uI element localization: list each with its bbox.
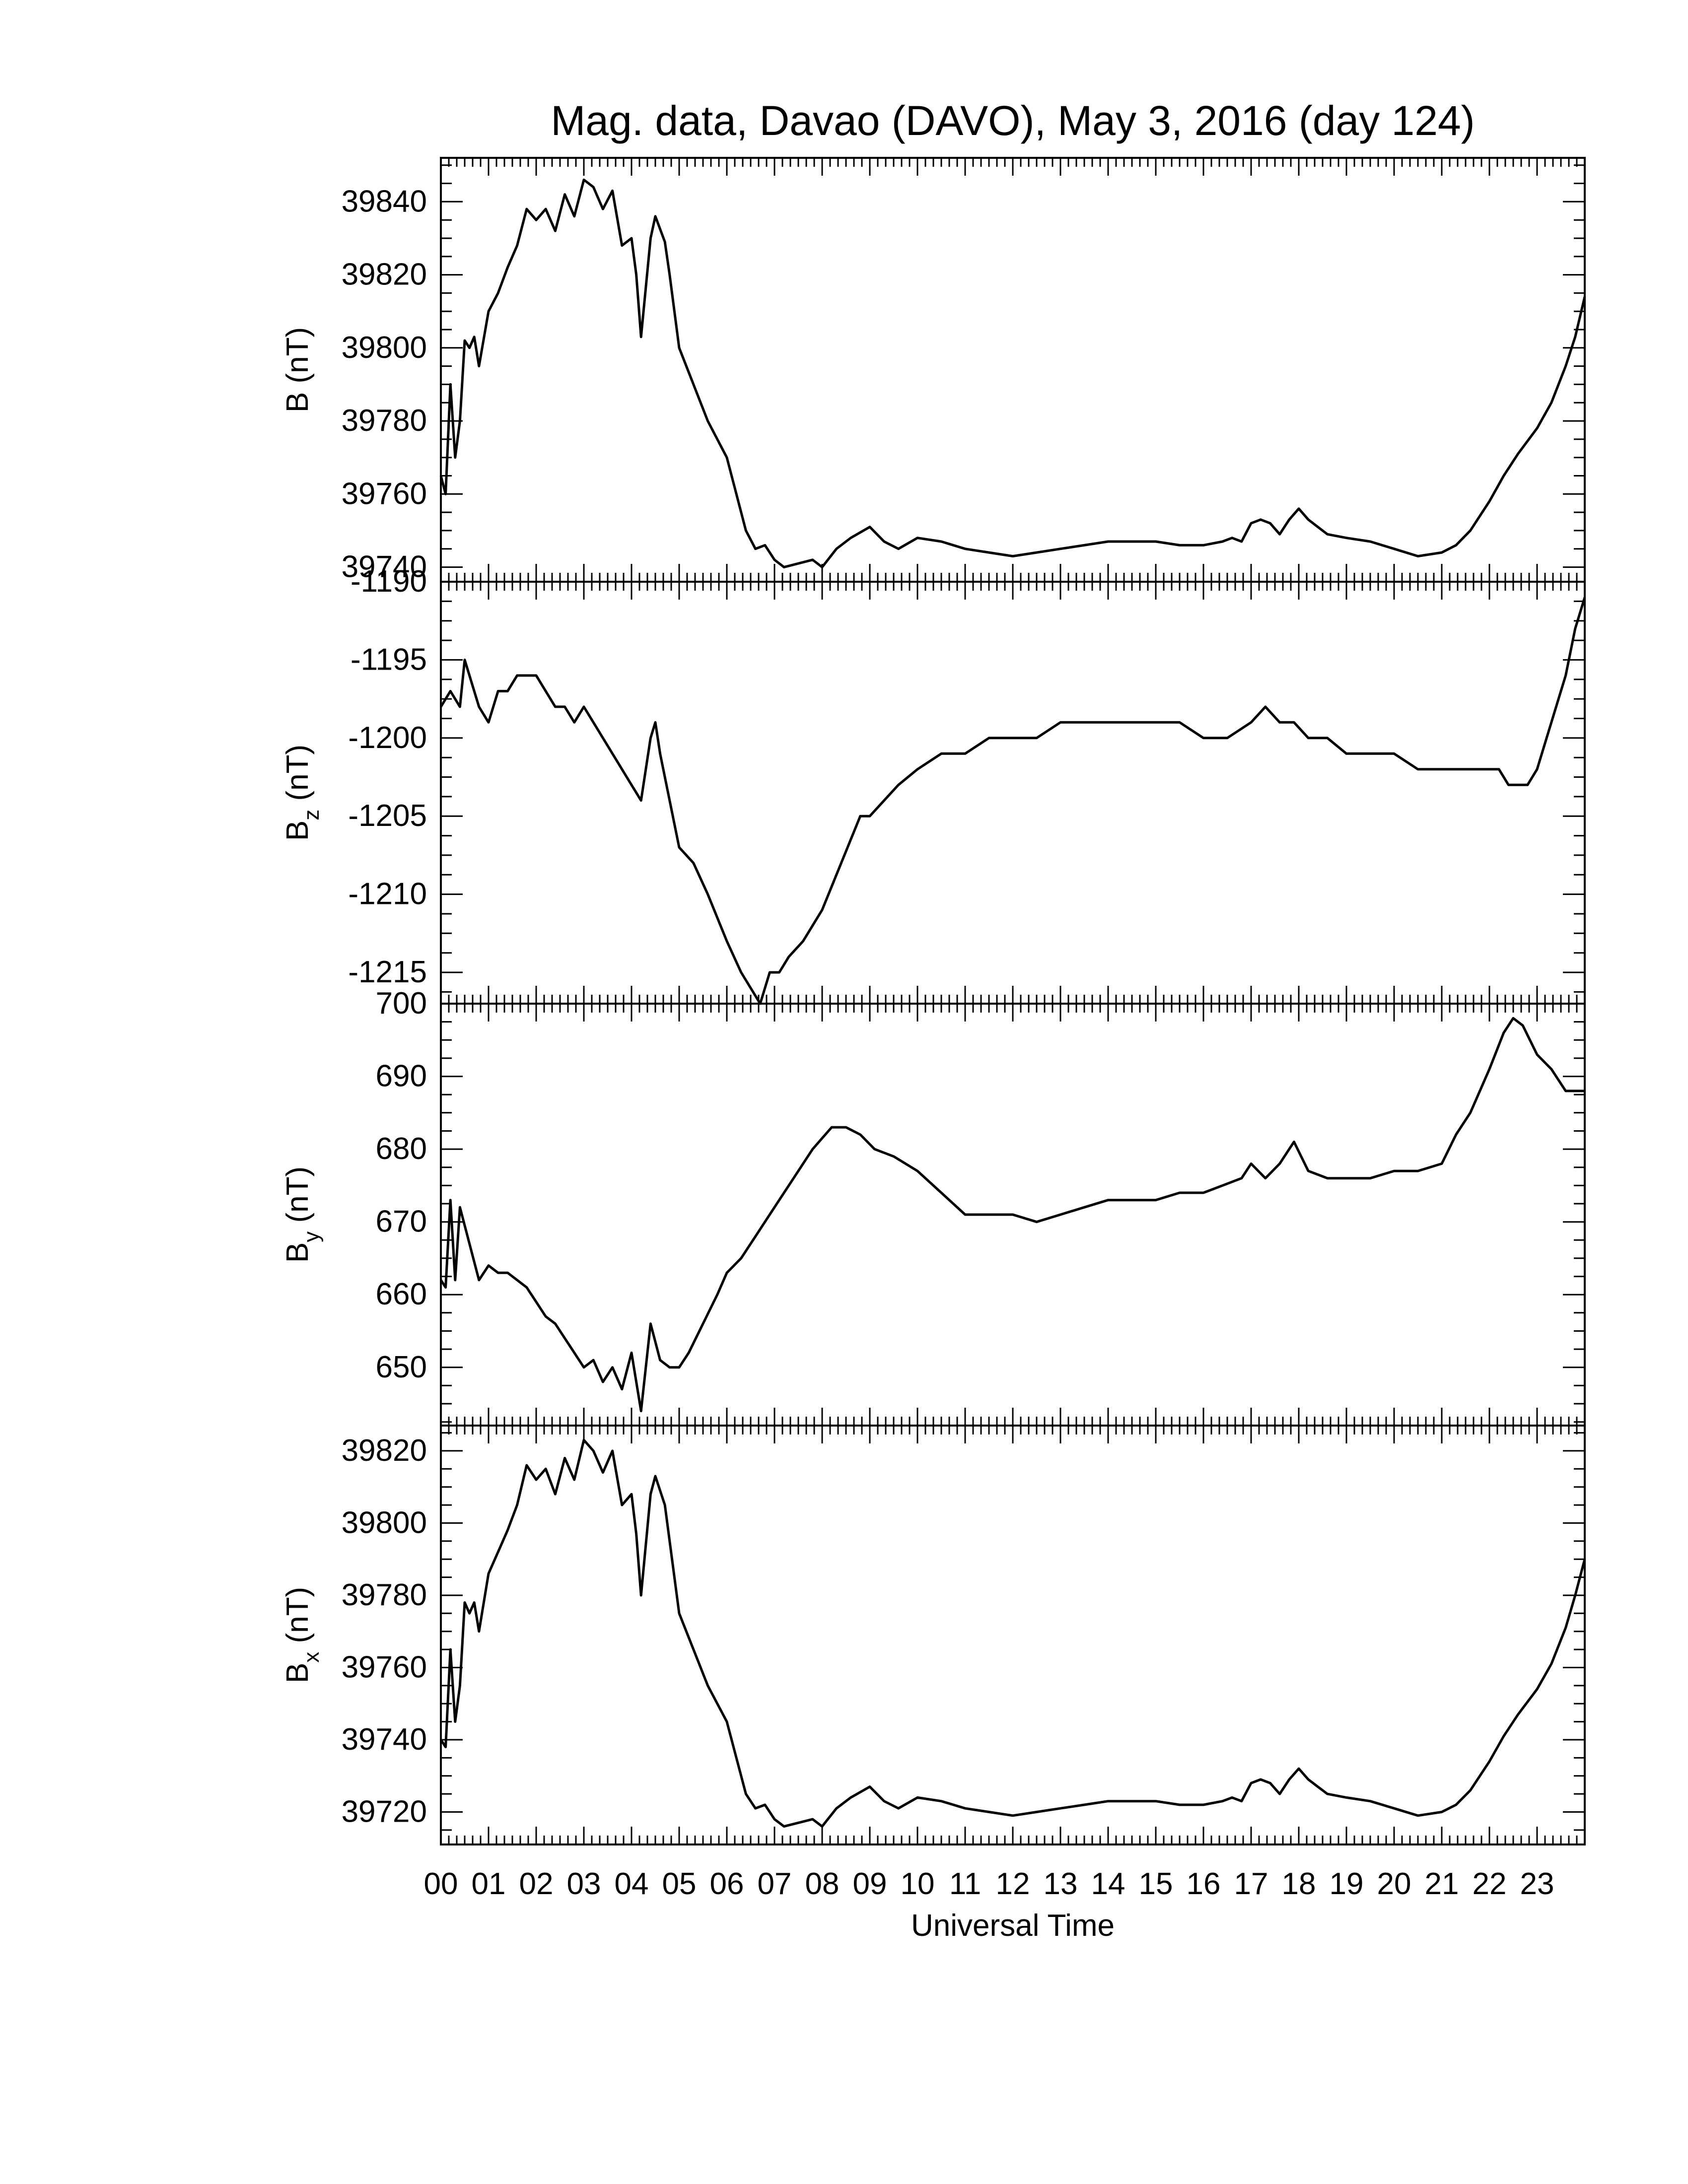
panel-frame <box>440 581 1586 1005</box>
x-tick-label: 20 <box>1377 1867 1411 1901</box>
x-tick-label: 11 <box>949 1867 981 1901</box>
series-line-1 <box>439 178 1586 569</box>
series-line-1 <box>439 1017 1585 1413</box>
y-tick-label: -1195 <box>351 642 427 677</box>
x-tick-label: 19 <box>1330 1867 1364 1901</box>
y-tick-label: 39740 <box>342 1722 427 1757</box>
x-tick-label: 03 <box>567 1867 601 1901</box>
x-tick-label: 08 <box>805 1867 840 1901</box>
x-tick-label: 12 <box>996 1867 1030 1901</box>
panel-frame <box>440 157 1586 583</box>
y-tick-label: 39800 <box>342 1505 427 1540</box>
y-tick-label: -1215 <box>348 955 427 989</box>
x-tick-label: 13 <box>1044 1867 1078 1901</box>
y-tick-label: -1200 <box>348 721 427 755</box>
x-tick-label: 21 <box>1425 1867 1459 1901</box>
x-tick-label: 00 <box>424 1867 458 1901</box>
series-line-1 <box>439 1438 1586 1828</box>
y-tick-label: -1210 <box>348 877 427 911</box>
x-tick-label: 06 <box>710 1867 744 1901</box>
x-tick-label: 04 <box>615 1867 649 1901</box>
y-tick-label: 690 <box>376 1059 427 1093</box>
y-tick-label: 680 <box>376 1132 427 1166</box>
y-tick-label: 39780 <box>342 404 427 438</box>
x-ticks <box>440 1004 1586 1426</box>
panel-4: 39720 39740 39760 39780 39800 39820 Bx (nT) <box>281 1425 1586 1845</box>
y-tick-label: 39840 <box>342 184 427 218</box>
y-axis-label: Bz (nT) <box>281 745 324 841</box>
x-tick-label: 16 <box>1187 1867 1221 1901</box>
panels-group: 39740 39760 39780 39800 39820 39840 B (nT) -119… <box>281 157 1586 1845</box>
x-tick-label: 01 <box>472 1867 506 1901</box>
y-tick-label: -1205 <box>348 799 427 833</box>
y-axis-label: By (nT) <box>281 1166 324 1263</box>
x-tick-labels: 00 01 02 03 04 05 06 07 08 09 10 11 12 13 14 15 16 17 18 19… <box>424 1867 1554 1901</box>
panel-3: 650 660 670 680 690 700 By (nT) <box>281 986 1586 1427</box>
y-tick-label: 39780 <box>342 1578 427 1612</box>
x-ticks <box>440 158 1586 582</box>
y-axis-label: B (nT) <box>281 327 315 412</box>
y-tick-label: 39760 <box>342 1650 427 1684</box>
y-tick-label: 700 <box>376 986 427 1021</box>
x-tick-label: 09 <box>853 1867 887 1901</box>
panel-1: 39740 39760 39780 39800 39820 39840 B (nT) <box>281 157 1586 584</box>
x-tick-label: 14 <box>1091 1867 1125 1901</box>
x-tick-label: 22 <box>1473 1867 1507 1901</box>
x-tick-label: 18 <box>1282 1867 1316 1901</box>
x-ticks <box>440 1426 1586 1844</box>
y-tick-label: 39740 <box>342 550 427 584</box>
y-tick-label: 660 <box>376 1277 427 1311</box>
panel-frame <box>440 1425 1586 1845</box>
x-tick-label: 17 <box>1234 1867 1268 1901</box>
figure-title: Mag. data, Davao (DAVO), May 3, 2016 (da… <box>551 97 1475 144</box>
x-tick-label: 05 <box>662 1867 697 1901</box>
y-ticks <box>441 1003 1585 1423</box>
panel-2: -1190 -1195 -1200 -1205 -1210 -1215 Bz (nT) <box>281 564 1586 1005</box>
y-ticks <box>441 1432 1585 1831</box>
y-axis-label: Bx (nT) <box>281 1587 324 1683</box>
y-tick-label: -1190 <box>351 564 427 599</box>
y-tick-label: 39820 <box>342 258 427 292</box>
y-tick-label: 670 <box>376 1205 427 1239</box>
x-tick-label: 10 <box>901 1867 935 1901</box>
y-ticks <box>441 164 1585 568</box>
x-tick-label: 02 <box>519 1867 554 1901</box>
series-line-1 <box>439 597 1586 1005</box>
y-tick-label: 650 <box>376 1350 427 1384</box>
x-tick-label: 15 <box>1139 1867 1173 1901</box>
x-tick-label: 07 <box>758 1867 792 1901</box>
x-ticks <box>440 582 1586 1004</box>
x-axis-label: Universal Time <box>911 1909 1115 1943</box>
y-tick-label: 39760 <box>342 477 427 511</box>
y-tick-label: 39820 <box>342 1433 427 1468</box>
x-tick-label: 23 <box>1520 1867 1554 1901</box>
y-tick-label: 39720 <box>342 1795 427 1829</box>
y-ticks <box>441 581 1585 993</box>
y-tick-label: 39800 <box>342 331 427 365</box>
